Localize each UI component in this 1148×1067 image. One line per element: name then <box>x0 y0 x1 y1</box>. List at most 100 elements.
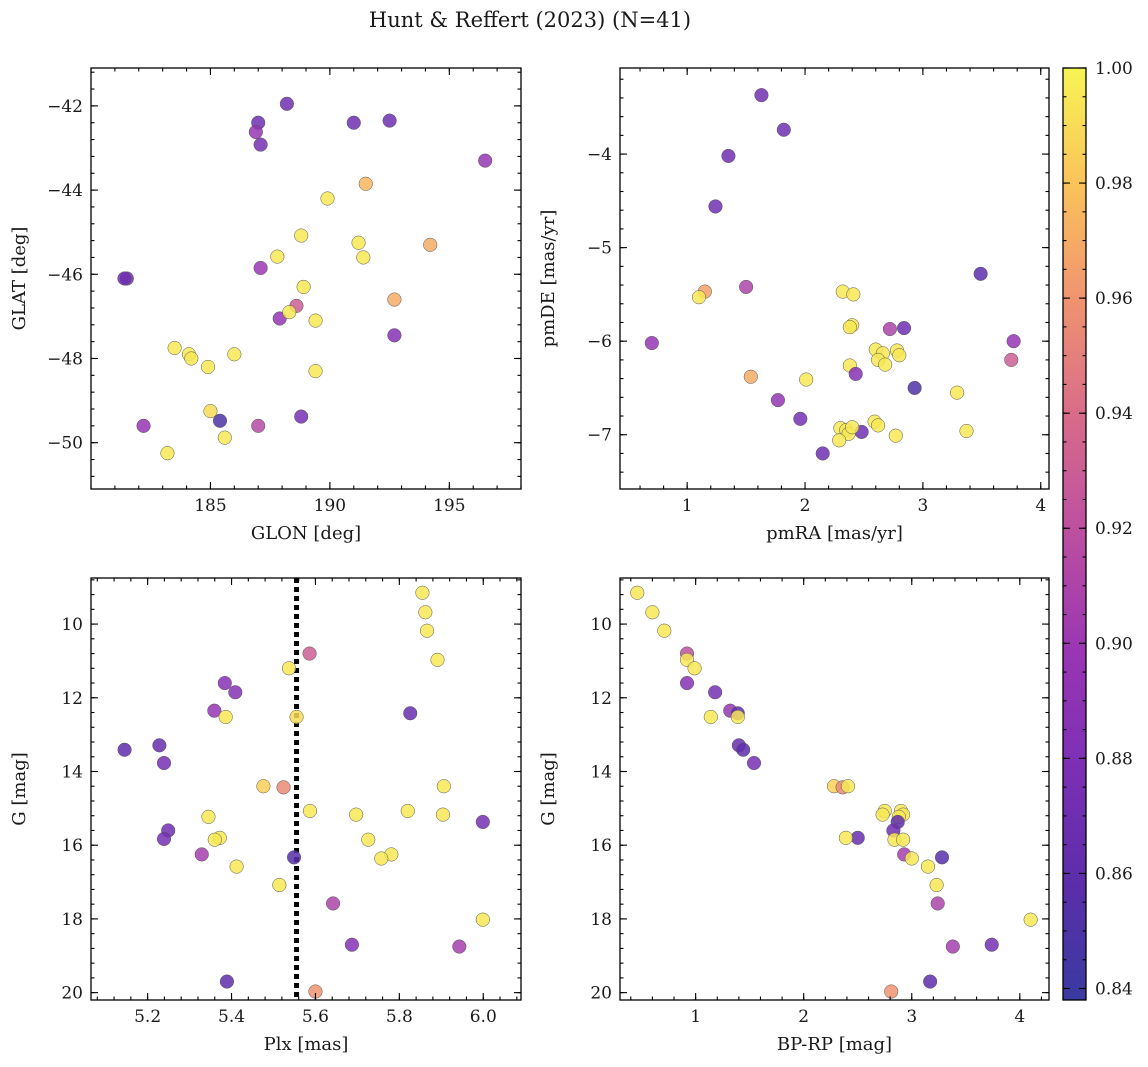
data-point <box>272 877 287 893</box>
y-tick-label: −48 <box>47 349 83 369</box>
data-point <box>746 755 762 771</box>
y-tick-label: −7 <box>587 426 612 446</box>
data-point <box>289 709 304 724</box>
data-point <box>838 830 853 845</box>
colorbar-tick-label: 0.88 <box>1095 749 1133 769</box>
y-tick-label: 20 <box>61 984 83 1004</box>
data-point <box>884 984 899 999</box>
data-point <box>326 896 341 911</box>
data-point <box>248 124 263 140</box>
y-tick-label: 18 <box>590 910 612 930</box>
data-point <box>691 290 707 305</box>
colorbar-tick-label: 0.98 <box>1095 174 1133 194</box>
x-tick-label: 1 <box>690 1007 701 1027</box>
data-point <box>929 877 944 893</box>
data-point <box>703 709 718 724</box>
data-point <box>152 738 167 753</box>
data-point <box>418 605 433 620</box>
data-point <box>657 623 672 638</box>
y-tick-label: 12 <box>590 689 612 709</box>
data-point <box>435 807 451 822</box>
data-point <box>754 88 769 103</box>
data-point <box>1004 352 1019 367</box>
data-point <box>896 832 911 847</box>
data-point <box>984 937 999 952</box>
data-point <box>419 623 435 638</box>
data-point <box>423 237 438 252</box>
y-tick-label: 10 <box>590 615 612 635</box>
y-tick-label: 10 <box>61 615 83 635</box>
data-point <box>201 359 216 374</box>
panel-bl: 5.2 5.4 5.6 5.8 6.0 10 12 14 16 18 20 Plx [mas] G [m… <box>9 577 522 1055</box>
data-point <box>882 321 897 337</box>
data-point <box>346 115 361 130</box>
data-point <box>645 605 660 620</box>
points-bl <box>117 585 490 999</box>
colorbar-tick-label: 0.92 <box>1095 519 1133 539</box>
data-point <box>743 369 758 384</box>
data-point <box>845 420 860 435</box>
x-tick-label: 5.6 <box>302 1007 329 1027</box>
y-axis-label: G [mag] <box>9 752 30 825</box>
data-point <box>1023 912 1038 927</box>
y-tick-label: −46 <box>47 265 83 285</box>
data-point <box>920 859 936 874</box>
colorbar-tick-label: 1.00 <box>1095 59 1133 79</box>
data-point <box>351 235 366 250</box>
data-point <box>730 709 745 724</box>
data-point <box>374 851 389 866</box>
colorbar-tick-label: 0.86 <box>1095 864 1133 884</box>
x-axis-label: pmRA [mas/yr] <box>766 523 903 544</box>
data-point <box>945 939 960 954</box>
x-axis-label: GLON [deg] <box>251 523 361 544</box>
data-point <box>848 366 863 381</box>
data-point <box>117 742 132 757</box>
data-point <box>630 585 645 600</box>
data-point <box>218 709 233 724</box>
data-point <box>644 336 659 351</box>
data-point <box>679 675 695 691</box>
colorbar: 0.84 0.86 0.88 0.90 0.92 0.94 0.96 0.98 1.00 <box>1062 59 1133 1001</box>
data-point <box>320 191 335 206</box>
axes-frame <box>619 577 1050 1001</box>
data-point <box>832 433 847 448</box>
y-tick-label: −50 <box>47 434 83 454</box>
data-point <box>973 266 988 281</box>
data-point <box>256 779 271 794</box>
data-point <box>687 661 702 676</box>
data-point <box>934 850 950 865</box>
data-point <box>850 830 865 845</box>
data-point <box>776 122 791 137</box>
y-axis-label: pmDE [mas/yr] <box>538 210 559 348</box>
colorbar-tick-label: 0.94 <box>1095 404 1133 424</box>
panel-tl: 185 190 195 −42 −44 −46 −48 −50 GLON [deg] GLAT [… <box>9 67 522 544</box>
colorbar-frame <box>1062 67 1087 1001</box>
x-axis-label: Plx [mas] <box>264 1034 349 1055</box>
x-tick-label: 2 <box>798 1007 809 1027</box>
panel-tr: 1 2 3 4 −4 −5 −6 −7 pmRA [mas/yr] pmDE [mas/yr] <box>538 67 1050 544</box>
data-point <box>227 347 242 362</box>
data-point <box>739 279 754 294</box>
x-tick-label: 190 <box>314 496 346 516</box>
data-point <box>1006 334 1021 349</box>
data-point <box>770 393 785 408</box>
y-tick-label: 16 <box>61 836 83 856</box>
y-axis-label: GLAT [deg] <box>9 227 30 331</box>
x-tick-label: 5.4 <box>218 1007 245 1027</box>
data-point <box>358 176 373 191</box>
data-point <box>452 939 467 954</box>
data-point <box>217 675 232 691</box>
data-point <box>708 199 723 214</box>
data-point <box>160 446 175 461</box>
axes-frame <box>619 67 1050 490</box>
axes-frame <box>90 577 522 1001</box>
data-point <box>207 832 222 847</box>
data-point <box>294 409 309 424</box>
x-tick-label: 4 <box>1014 1007 1025 1027</box>
data-point <box>888 428 903 443</box>
data-point <box>282 305 297 320</box>
data-point <box>296 279 311 294</box>
data-point <box>167 340 182 356</box>
x-axis-label: BP-RP [mag] <box>777 1034 892 1055</box>
